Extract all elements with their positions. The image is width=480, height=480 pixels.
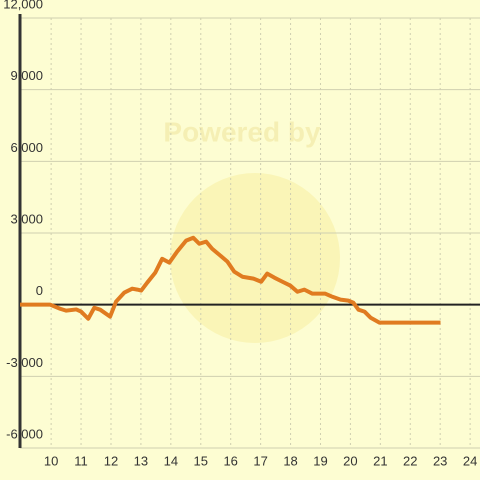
x-tick-label: 13 — [134, 453, 148, 468]
y-tick-label: -3,000 — [6, 355, 43, 370]
x-tick-label: 15 — [194, 453, 208, 468]
x-tick-label: 17 — [253, 453, 267, 468]
x-tick-label: 12 — [104, 453, 118, 468]
x-tick-label: 16 — [223, 453, 237, 468]
y-tick-label: 0 — [36, 283, 43, 298]
y-tick-label: 6,000 — [10, 140, 43, 155]
x-tick-label: 21 — [373, 453, 387, 468]
y-tick-label: 9,000 — [10, 68, 43, 83]
y-tick-label: 12,000 — [3, 0, 43, 11]
y-tick-label: -6,000 — [6, 426, 43, 441]
x-tick-label: 19 — [313, 453, 327, 468]
x-tick-label: 23 — [433, 453, 447, 468]
series-line — [20, 235, 441, 325]
watermark: Powered by — [163, 116, 321, 147]
y-tick-label: 3,000 — [10, 211, 43, 226]
x-tick-label: 14 — [164, 453, 178, 468]
x-tick-label: 18 — [283, 453, 297, 468]
x-tick-label: 11 — [74, 453, 88, 468]
x-tick-label: 20 — [343, 453, 357, 468]
x-tick-label: 10 — [44, 453, 58, 468]
x-tick-label: 22 — [403, 453, 417, 468]
watermark-logo — [170, 173, 340, 343]
x-tick-label: 24 — [463, 453, 477, 468]
